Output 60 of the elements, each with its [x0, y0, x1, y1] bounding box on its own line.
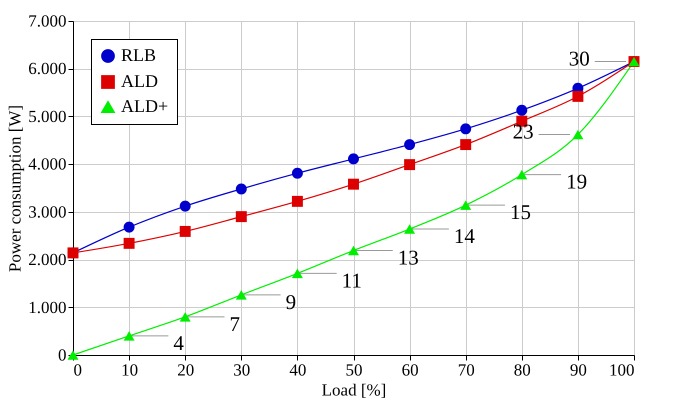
- point: [516, 104, 528, 116]
- point: [180, 200, 191, 212]
- point: [124, 331, 135, 341]
- x-tick-label: 10: [121, 360, 138, 380]
- annotation: 14: [454, 224, 476, 248]
- point: [68, 350, 78, 360]
- point: [404, 139, 416, 150]
- point: [404, 224, 416, 234]
- point: [236, 290, 247, 300]
- point: [404, 159, 416, 170]
- legend-label: ALD+: [121, 96, 168, 116]
- annotation: 4: [173, 330, 184, 355]
- annotation: 30: [568, 46, 590, 71]
- annotation: 15: [510, 200, 531, 224]
- y-tick-label: 2.000: [28, 250, 66, 270]
- annotation: 23: [512, 120, 534, 144]
- point: [292, 196, 303, 207]
- point: [124, 222, 135, 233]
- point: [572, 90, 584, 102]
- point: [292, 168, 303, 179]
- point: [348, 153, 359, 164]
- point: [348, 178, 359, 190]
- legend-label: RLB: [121, 45, 156, 65]
- point: [236, 211, 247, 222]
- y-tick-label: 0: [58, 346, 66, 364]
- point: [348, 246, 359, 256]
- point: [516, 170, 528, 180]
- y-tick-label: 4.000: [28, 154, 66, 174]
- x-tick-label: 90: [570, 360, 587, 380]
- x-tick-label: 70: [458, 360, 475, 380]
- point: [124, 238, 135, 249]
- y-tick-label: 3.000: [28, 202, 66, 222]
- x-tick-label: 40: [289, 360, 306, 380]
- x-axis-title: Load [%]: [322, 380, 386, 400]
- x-tick-label: 60: [402, 360, 419, 380]
- legend-label: ALD: [121, 71, 158, 91]
- y-tick-label: 6.000: [28, 59, 66, 78]
- annotation: 7: [229, 312, 240, 336]
- x-tick-label: 100: [609, 360, 634, 380]
- annotation: 13: [398, 246, 419, 270]
- annotation: 9: [286, 290, 296, 314]
- point: [180, 226, 191, 237]
- point: [460, 139, 472, 150]
- annotation: 11: [342, 268, 362, 292]
- y-tick-label: 7.000: [28, 12, 66, 30]
- point: [292, 268, 303, 278]
- point: [460, 123, 472, 134]
- point: [236, 183, 247, 194]
- x-tick-label: 0: [74, 360, 82, 380]
- y-tick-label: 5.000: [28, 106, 66, 126]
- point: [460, 200, 472, 210]
- x-tick-label: 20: [177, 360, 194, 380]
- x-tick-label: 50: [346, 360, 362, 380]
- annotation: 19: [566, 170, 588, 194]
- y-axis-title: Power consumption [W]: [5, 104, 24, 272]
- y-tick-label: 1.000: [28, 298, 66, 317]
- point: [572, 130, 584, 140]
- x-tick-label: 80: [514, 360, 531, 380]
- x-tick-label: 30: [233, 360, 250, 380]
- point: [180, 312, 191, 322]
